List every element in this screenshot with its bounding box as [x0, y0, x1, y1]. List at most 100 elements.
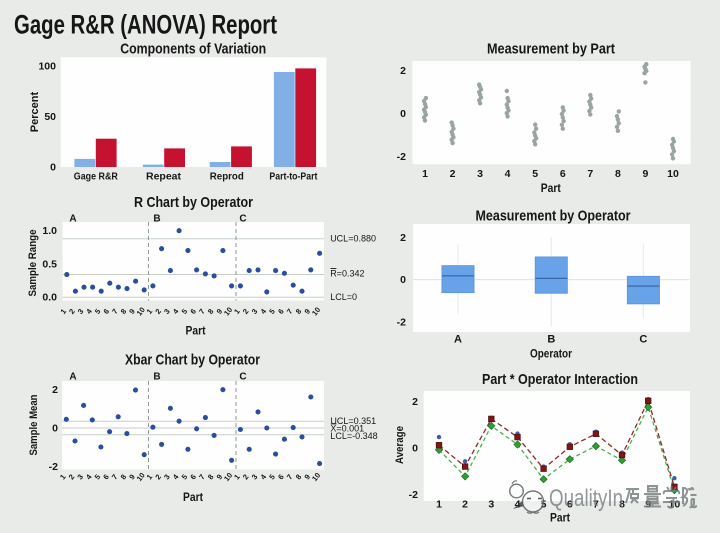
svg-text:Part * Operator Interaction: Part * Operator Interaction: [482, 371, 638, 388]
svg-text:Gage R&R: Gage R&R: [74, 171, 118, 183]
svg-text:2: 2: [153, 473, 163, 482]
svg-text:4: 4: [171, 472, 181, 481]
svg-text:Sample Mean: Sample Mean: [28, 394, 40, 455]
svg-text:6: 6: [188, 473, 198, 482]
svg-text:2: 2: [67, 473, 77, 482]
svg-text:C: C: [639, 334, 647, 346]
svg-text:Part-to-Part: Part-to-Part: [269, 171, 317, 183]
svg-text:1: 1: [232, 307, 242, 316]
svg-text:Average: Average: [394, 426, 406, 464]
svg-text:A: A: [69, 372, 76, 383]
svg-text:8: 8: [294, 473, 304, 482]
svg-text:8: 8: [119, 307, 129, 316]
svg-text:100: 100: [38, 60, 56, 72]
svg-text:5: 5: [532, 168, 538, 180]
svg-text:-2: -2: [49, 461, 58, 473]
svg-text:1: 1: [58, 473, 68, 482]
svg-text:10: 10: [667, 168, 679, 180]
svg-text:4: 4: [515, 499, 521, 511]
svg-text:1: 1: [145, 473, 155, 482]
svg-text:2: 2: [67, 307, 77, 316]
svg-text:4: 4: [84, 472, 94, 481]
svg-text:3: 3: [162, 473, 172, 482]
svg-text:8: 8: [206, 473, 216, 482]
svg-text:1: 1: [436, 499, 442, 511]
svg-text:1.0: 1.0: [42, 225, 57, 237]
svg-text:3: 3: [488, 499, 494, 511]
svg-text:50: 50: [44, 111, 56, 123]
svg-text:4: 4: [258, 306, 268, 315]
svg-text:5: 5: [180, 473, 190, 482]
svg-text:Measurement by Part: Measurement by Part: [487, 41, 615, 58]
svg-text:6: 6: [101, 473, 111, 482]
svg-text:9: 9: [302, 473, 312, 482]
svg-text:4: 4: [505, 168, 511, 180]
svg-text:0.5: 0.5: [42, 258, 57, 270]
svg-text:8: 8: [294, 307, 304, 316]
svg-text:6: 6: [188, 307, 198, 316]
svg-text:R Chart by Operator: R Chart by Operator: [134, 194, 253, 211]
svg-text:9: 9: [127, 473, 137, 482]
svg-text:Part: Part: [183, 492, 203, 504]
svg-text:Xbar Chart by Operator: Xbar Chart by Operator: [125, 352, 260, 369]
svg-text:1: 1: [145, 307, 155, 316]
svg-text:7: 7: [587, 168, 593, 180]
svg-text:B: B: [153, 372, 160, 383]
svg-text:3: 3: [75, 473, 85, 482]
svg-text:9: 9: [127, 307, 137, 316]
svg-text:6: 6: [276, 307, 286, 316]
svg-text:LCL=-0.348: LCL=-0.348: [330, 431, 377, 441]
svg-text:Part: Part: [541, 183, 561, 195]
svg-text:2: 2: [462, 499, 468, 511]
svg-text:7: 7: [197, 307, 207, 316]
svg-text:1: 1: [422, 168, 428, 180]
svg-text:Percent: Percent: [29, 91, 41, 132]
svg-text:A: A: [69, 214, 76, 225]
svg-text:5: 5: [93, 307, 103, 316]
svg-text:7: 7: [593, 499, 599, 511]
svg-text:2: 2: [153, 307, 163, 316]
svg-text:Reprod: Reprod: [210, 171, 244, 183]
svg-text:3: 3: [76, 307, 86, 316]
svg-text:-2: -2: [409, 489, 418, 501]
svg-text:3: 3: [477, 168, 483, 180]
svg-text:2: 2: [241, 473, 251, 482]
svg-text:R=0.342: R=0.342: [330, 269, 364, 279]
svg-text:B: B: [547, 334, 555, 346]
svg-text:2: 2: [412, 396, 418, 408]
svg-text:-2: -2: [397, 316, 406, 328]
svg-text:7: 7: [285, 307, 295, 316]
svg-text:8: 8: [119, 473, 129, 482]
svg-text:3: 3: [250, 473, 260, 482]
svg-text:X=0.001: X=0.001: [330, 424, 364, 434]
svg-text:7: 7: [110, 307, 120, 316]
svg-text:5: 5: [93, 473, 103, 482]
svg-text:3: 3: [162, 307, 172, 316]
svg-text:LCL=0: LCL=0: [330, 292, 357, 302]
svg-text:6: 6: [101, 307, 111, 316]
svg-text:5: 5: [267, 307, 277, 316]
svg-text:9: 9: [642, 168, 648, 180]
svg-text:6: 6: [560, 168, 566, 180]
svg-text:8: 8: [206, 307, 216, 316]
svg-text:8: 8: [615, 168, 621, 180]
svg-text:C: C: [239, 372, 246, 383]
svg-text:9: 9: [215, 307, 225, 316]
svg-text:C: C: [239, 214, 246, 225]
svg-text:0: 0: [400, 108, 406, 120]
svg-text:3: 3: [250, 307, 260, 316]
svg-text:0: 0: [400, 274, 406, 286]
svg-text:9: 9: [302, 307, 312, 316]
svg-text:4: 4: [84, 306, 94, 315]
svg-text:Sample Range: Sample Range: [27, 230, 39, 297]
svg-text:0: 0: [52, 423, 58, 435]
svg-text:5: 5: [267, 473, 277, 482]
svg-text:2: 2: [241, 307, 251, 316]
svg-text:QualityIn: QualityIn: [549, 485, 623, 512]
svg-text:UCL=0.351: UCL=0.351: [330, 416, 376, 426]
svg-text:0.0: 0.0: [42, 292, 57, 304]
svg-text:-2: -2: [397, 151, 406, 163]
svg-text:4: 4: [171, 306, 181, 315]
svg-text:1: 1: [58, 307, 68, 316]
svg-text:B: B: [153, 214, 160, 225]
